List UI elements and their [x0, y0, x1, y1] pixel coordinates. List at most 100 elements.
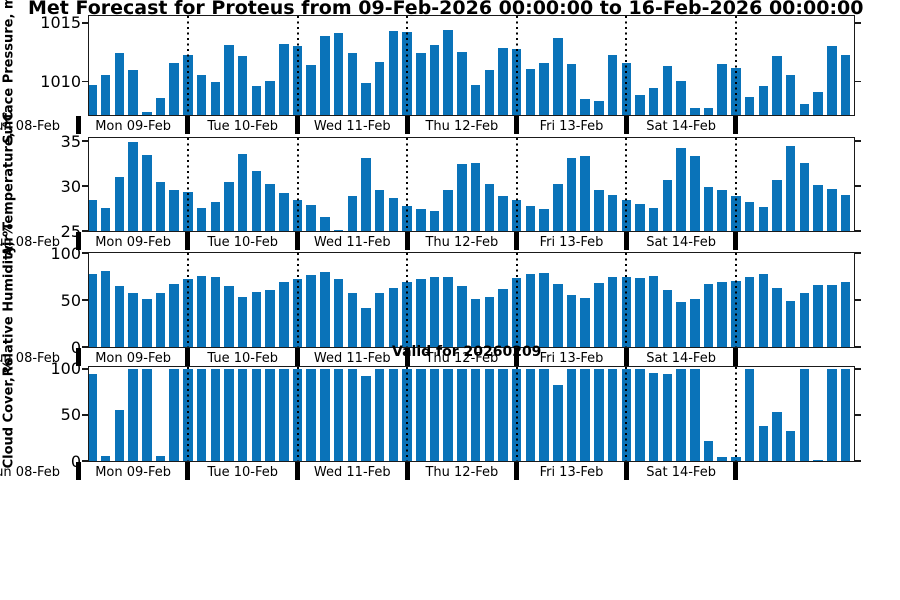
- y-tick-label: 0: [70, 451, 81, 471]
- midnight-gridline: [296, 253, 299, 347]
- relative-humidity-bar: [470, 299, 481, 347]
- relative-humidity-bar: [553, 284, 563, 347]
- midnight-gridline: [515, 16, 518, 115]
- surface-pressure-bar: [457, 52, 467, 115]
- cloud-cover-bar: [607, 368, 618, 461]
- cloud-cover-bar: [525, 368, 536, 461]
- y-tick-mark: [82, 230, 88, 232]
- cloud-cover-bar: [648, 372, 659, 461]
- relative-humidity-bar: [237, 297, 248, 347]
- relative-humidity-bar: [210, 276, 221, 347]
- air-temperature-bar: [470, 162, 481, 231]
- air-temperature-bar: [128, 141, 138, 231]
- air-temperature-bar: [361, 158, 371, 231]
- surface-pressure-bar: [443, 29, 453, 115]
- relative-humidity-bar: [690, 299, 700, 347]
- surface-pressure-bar: [744, 97, 755, 115]
- day-boundary-tick: [185, 116, 191, 134]
- midnight-gridline: [625, 138, 628, 231]
- relative-humidity-bar: [744, 277, 755, 347]
- cloud-cover-bar: [196, 368, 207, 461]
- y-tick-mark: [82, 252, 88, 254]
- relative-humidity-bar: [813, 285, 823, 347]
- day-boundary-tick: [623, 462, 629, 480]
- cloud-cover-bar: [758, 426, 769, 461]
- cloud-cover-bar: [210, 368, 221, 461]
- y-tick-mark: [855, 80, 861, 83]
- midnight-gridline: [734, 138, 737, 231]
- day-boundary-tick: [404, 348, 410, 366]
- surface-pressure-bar: [566, 64, 577, 115]
- day-boundary-tick: [404, 116, 410, 134]
- cloud-cover-bar: [457, 368, 467, 461]
- day-label: Sun 08-Feb: [0, 465, 61, 480]
- surface-pressure-bar: [89, 85, 97, 115]
- y-tick-label: 0: [70, 337, 81, 357]
- air-temperature-bar: [347, 195, 358, 231]
- day-boundary-tick: [733, 348, 739, 366]
- air-temperature-bar: [840, 195, 851, 231]
- surface-pressure-bar: [237, 55, 248, 115]
- y-tick-mark: [82, 22, 88, 24]
- cloud-cover-bar: [169, 368, 179, 461]
- day-boundary-tick: [295, 232, 300, 250]
- air-temperature-bar: [553, 184, 563, 231]
- surface-pressure-bar: [799, 104, 810, 115]
- air-temperature-bar: [429, 211, 440, 231]
- cloud-cover-bar: [580, 368, 590, 461]
- surface-pressure-bar: [388, 31, 399, 115]
- midnight-gridline: [406, 253, 409, 347]
- air-temperature-bar: [279, 193, 289, 231]
- midnight-gridline: [625, 16, 628, 115]
- day-boundary-tick: [623, 232, 629, 250]
- day-boundary-tick: [623, 348, 629, 366]
- y-tick-mark: [82, 140, 88, 142]
- day-boundary-tick: [185, 462, 191, 480]
- relative-humidity-bar: [443, 276, 453, 347]
- relative-humidity-bar: [635, 278, 645, 347]
- y-tick-mark: [82, 80, 88, 83]
- x-axis-day-strip-3: Sun 08-Feb Mon 09-Feb Tue 10-Feb Wed 11-Feb…: [0, 348, 900, 368]
- air-temperature-bar: [89, 199, 97, 231]
- surface-pressure-bar: [525, 68, 536, 115]
- relative-humidity-bar: [374, 293, 385, 347]
- surface-pressure-bar: [580, 99, 590, 115]
- surface-pressure-bar: [128, 69, 138, 115]
- surface-pressure-bar: [279, 44, 289, 115]
- midnight-gridline: [406, 138, 409, 231]
- cloud-cover-bar: [484, 368, 495, 461]
- surface-pressure-bar: [416, 53, 426, 115]
- relative-humidity-bar: [429, 277, 440, 347]
- day-boundary-tick: [514, 462, 520, 480]
- day-boundary-tick: [404, 462, 410, 480]
- relative-humidity-bar: [484, 297, 495, 347]
- air-temperature-bar: [827, 188, 837, 231]
- surface-pressure-bar: [224, 45, 234, 115]
- relative-humidity-bar: [758, 273, 769, 347]
- midnight-gridline: [296, 16, 299, 115]
- relative-humidity-bar: [827, 285, 837, 347]
- day-label: Tue 10-Feb: [207, 235, 278, 250]
- surface-pressure-bar: [840, 54, 851, 115]
- surface-pressure-bar: [155, 98, 166, 115]
- relative-humidity-bar: [347, 292, 358, 347]
- cloud-cover-bar: [662, 374, 673, 461]
- surface-pressure-bar: [306, 65, 316, 115]
- x-axis-day-strip-2: Sun 08-Feb Mon 09-Feb Tue 10-Feb Wed 11-Feb…: [0, 232, 900, 252]
- cloud-cover-bar: [772, 412, 782, 461]
- day-label: Sun 08-Feb: [0, 119, 61, 134]
- surface-pressure-bar: [607, 54, 618, 115]
- cloud-cover-bar: [717, 457, 727, 461]
- air-temperature-bar: [635, 204, 645, 231]
- air-temperature-bar: [662, 179, 673, 231]
- day-label: Fri 13-Feb: [539, 235, 604, 250]
- surface-pressure-bar: [717, 64, 727, 115]
- day-boundary-tick: [514, 232, 520, 250]
- y-tick-label: 1010: [40, 72, 81, 92]
- surface-pressure-bar: [429, 45, 440, 115]
- relative-humidity-bar: [142, 299, 152, 347]
- surface-pressure-bar: [100, 74, 111, 115]
- figure-title: Met Forecast for Proteus from 09-Feb-202…: [28, 0, 864, 19]
- air-temperature-bar: [566, 158, 577, 231]
- surface-pressure-bar: [648, 87, 659, 115]
